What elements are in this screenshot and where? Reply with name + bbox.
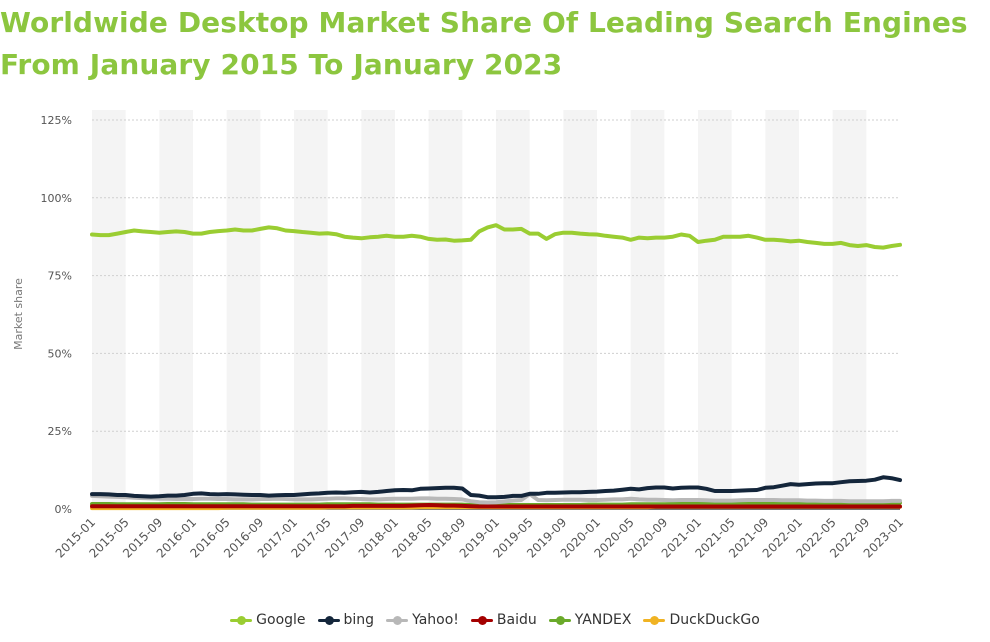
- y-tick-label: 50%: [48, 347, 72, 360]
- y-axis-label: Market share: [12, 278, 25, 350]
- legend-item-yandex[interactable]: YANDEX: [548, 612, 632, 628]
- background-band: [92, 110, 126, 509]
- y-tick-label: 100%: [41, 192, 72, 205]
- legend-label: YANDEX: [574, 612, 632, 628]
- background-band: [226, 110, 261, 509]
- background-band: [361, 110, 395, 509]
- y-tick-label: 25%: [48, 425, 72, 438]
- legend-item-bing[interactable]: bing: [317, 612, 375, 628]
- legend-label: Yahoo!: [412, 612, 459, 628]
- legend-swatch: [548, 616, 571, 625]
- background-band: [698, 110, 732, 509]
- y-tick-label: 125%: [41, 114, 72, 127]
- background-band: [159, 110, 193, 509]
- background-band: [765, 110, 799, 509]
- background-bands: [92, 110, 867, 509]
- legend-item-google[interactable]: Google: [230, 612, 306, 628]
- chart-title-line-1: Worldwide Desktop Market Share Of Leadin…: [0, 6, 968, 39]
- y-tick-label: 0%: [55, 503, 72, 516]
- background-band: [294, 110, 328, 509]
- legend-label: Google: [256, 612, 306, 628]
- legend-item-duckduckgo[interactable]: DuckDuckGo: [643, 612, 760, 628]
- x-axis-ticks: 2015-012015-052015-092016-012016-052016-…: [53, 515, 906, 560]
- series-line-google: [90, 223, 902, 250]
- legend-swatch: [317, 616, 340, 625]
- chart-title: Worldwide Desktop Market Share Of Leadin…: [0, 2, 990, 86]
- legend-swatch: [643, 616, 666, 625]
- series-line-baidu: [90, 503, 902, 509]
- chart-title-line-2: From January 2015 To January 2023: [0, 48, 563, 81]
- legend-item-baidu[interactable]: Baidu: [470, 612, 537, 628]
- y-axis-ticks: 0% 25% 50% 75% 100% 125%: [41, 114, 72, 516]
- background-band: [428, 110, 463, 509]
- background-band: [563, 110, 597, 509]
- background-band: [630, 110, 665, 509]
- line-chart: 0% 25% 50% 75% 100% 125% 2015-012015-052015-0…: [12, 110, 906, 561]
- chart-legend: Google bing Yahoo! Baidu YANDEX DuckDuckGo: [0, 612, 990, 628]
- legend-swatch: [470, 616, 493, 625]
- series-line-yahoo-: [90, 492, 902, 505]
- series-line-bing: [90, 475, 902, 500]
- legend-swatch: [230, 616, 253, 625]
- background-band: [832, 110, 867, 509]
- background-band: [496, 110, 530, 509]
- y-tick-label: 75%: [48, 270, 72, 283]
- legend-swatch: [386, 616, 409, 625]
- legend-item-yahoo-[interactable]: Yahoo!: [386, 612, 459, 628]
- legend-label: Baidu: [496, 612, 537, 628]
- legend-label: bing: [343, 612, 375, 628]
- series-lines: [90, 223, 902, 511]
- legend-label: DuckDuckGo: [669, 612, 760, 628]
